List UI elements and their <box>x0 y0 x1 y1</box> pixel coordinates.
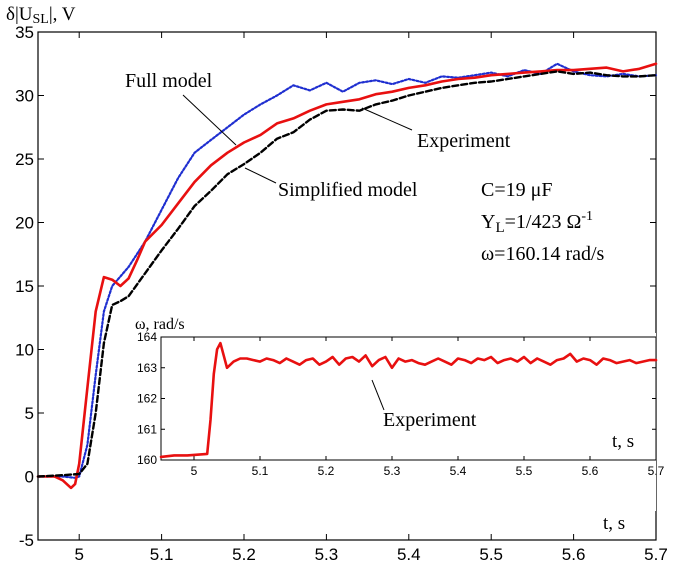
leader-experiment <box>361 107 413 131</box>
annotation-simplified-model: Simplified model <box>278 179 418 201</box>
main-y-tick-label: 0 <box>25 468 34 487</box>
inset-y-tick-label: 161 <box>137 422 157 436</box>
inset-tick-labels: 5 5.1 5.2 5.3 5.4 5.5 5.6 5.7 160 161 162 163 164 <box>137 330 665 478</box>
inset-y-tick-label: 164 <box>137 330 157 344</box>
annotation-experiment: Experiment <box>417 130 511 152</box>
main-x-tick-label: 5 <box>74 545 83 564</box>
main-x-tick-label: 5.7 <box>644 545 668 564</box>
main-x-axis-label: t, s <box>603 513 625 534</box>
main-y-tick-label: 15 <box>15 277 34 296</box>
inset-ticks <box>161 336 657 461</box>
inset-y-tick-label: 162 <box>137 392 157 406</box>
main-tick-labels: 5 5.1 5.2 5.3 5.4 5.5 5.6 5.7 -5 0 5 10 15 20 25 30 35 <box>15 23 668 564</box>
parameter-capacitance: C=19 μF <box>481 179 552 201</box>
main-y-tick-label: 30 <box>15 87 34 106</box>
main-x-tick-label: 5.1 <box>150 545 174 564</box>
main-x-tick-label: 5.6 <box>562 545 586 564</box>
main-y-tick-label: -5 <box>19 531 34 550</box>
main-x-tick-label: 5.5 <box>479 545 503 564</box>
parameter-admittance: YL=1/423 Ω-1 <box>481 209 593 236</box>
main-y-tick-label: 25 <box>15 150 34 169</box>
inset-y-tick-label: 163 <box>137 361 157 375</box>
inset-series-lines <box>159 341 658 459</box>
main-x-tick-label: 5.4 <box>397 545 421 564</box>
main-y-axis-label: δ|USL|, V <box>6 4 76 27</box>
inset-x-tick-label: 5.5 <box>516 464 533 478</box>
inset-annotation-experiment: Experiment <box>383 409 477 431</box>
inset-x-tick-label: 5.7 <box>648 464 665 478</box>
inset-y-tick-label: 160 <box>137 453 157 467</box>
leader-full-model <box>182 94 237 146</box>
inset-x-tick-label: 5.3 <box>384 464 401 478</box>
main-series-lines <box>36 62 658 490</box>
inset-leader-experiment <box>371 379 385 411</box>
main-y-tick-label: 10 <box>15 341 34 360</box>
inset-series-experiment <box>159 341 658 459</box>
inset-x-tick-label: 5 <box>191 464 198 478</box>
main-y-tick-label: 35 <box>15 23 34 42</box>
inset-x-tick-label: 5.2 <box>318 464 335 478</box>
main-x-tick-label: 5.3 <box>315 545 339 564</box>
inset-y-axis-label: ω, rad/s <box>135 316 185 333</box>
inset-x-axis-label: t, s <box>612 431 634 452</box>
inset-x-tick-label: 5.6 <box>582 464 599 478</box>
inset-x-tick-label: 5.4 <box>450 464 467 478</box>
leader-simplified-model <box>244 167 277 184</box>
main-series-simplified-model <box>36 70 658 478</box>
inset-background <box>130 333 656 511</box>
inset-x-tick-label: 5.1 <box>252 464 269 478</box>
main-y-tick-label: 5 <box>25 404 34 423</box>
parameter-omega: ω=160.14 rad/s <box>481 243 605 265</box>
main-x-tick-label: 5.2 <box>232 545 256 564</box>
main-y-tick-label: 20 <box>15 214 34 233</box>
annotation-full-model: Full model <box>125 70 213 92</box>
main-series-experiment <box>36 62 658 490</box>
